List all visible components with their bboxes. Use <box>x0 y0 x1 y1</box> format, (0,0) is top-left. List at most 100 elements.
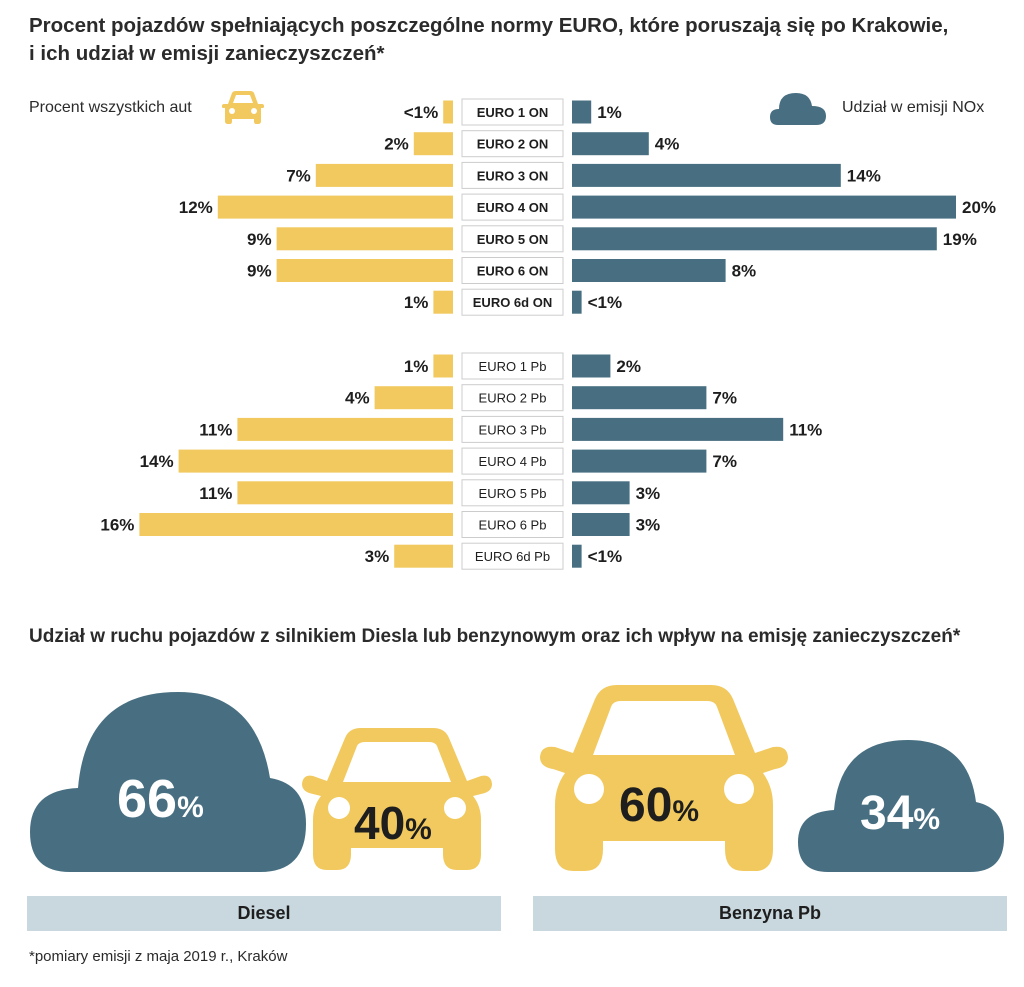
category-label: EURO 1 Pb <box>479 359 547 374</box>
emission-bar <box>572 481 630 505</box>
cars-value-label: 11% <box>199 420 232 439</box>
emission-value-label: 2% <box>616 357 641 376</box>
cloud-icon <box>770 93 826 125</box>
cars-value-label: 2% <box>384 135 409 154</box>
category-label-box <box>461 130 564 158</box>
cars-bar <box>394 544 453 568</box>
category-label-box <box>461 98 564 126</box>
emission-value-label: 7% <box>712 389 737 408</box>
emission-value-label: 8% <box>732 262 757 281</box>
cars-value-label: 7% <box>286 166 311 185</box>
emission-bar <box>572 100 592 124</box>
footnote: *pomiary emisji z maja 2019 r., Kraków <box>29 948 288 965</box>
category-label-box <box>461 384 564 412</box>
emission-value-label: <1% <box>588 547 623 566</box>
cars-bar <box>178 449 453 473</box>
cars-value-label: 11% <box>199 484 232 503</box>
emission-bar <box>572 227 937 251</box>
category-label: EURO 6d ON <box>473 295 552 310</box>
emission-bar <box>572 132 649 156</box>
cars-value-label: 9% <box>247 262 272 281</box>
emission-value-label: 14% <box>847 166 881 185</box>
chart-title: Procent pojazdów spełniających poszczegó… <box>29 12 989 68</box>
emission-value-label: 3% <box>636 484 661 503</box>
category-label-box <box>461 447 564 475</box>
cars-bar <box>443 100 453 124</box>
category-label-box <box>461 511 564 538</box>
cars-bar <box>315 163 453 187</box>
category-label: EURO 6d Pb <box>475 549 550 564</box>
cars-bar <box>433 354 453 378</box>
diesel-traffic-pct: 40% <box>354 797 432 849</box>
category-label: EURO 2 ON <box>477 137 549 152</box>
emission-bar <box>572 417 784 441</box>
cars-bar <box>237 417 453 441</box>
diesel-label-band: Diesel <box>27 896 501 931</box>
category-label-box <box>461 542 564 570</box>
category-label-box <box>461 257 564 284</box>
cars-bar <box>237 481 453 505</box>
emission-bar <box>572 449 707 473</box>
petrol-car-icon <box>540 685 788 871</box>
cars-value-label: 12% <box>179 198 213 217</box>
category-label: EURO 6 Pb <box>479 518 547 533</box>
chart-title-line2: i ich udział w emisji zanieczyszczeń* <box>29 42 385 65</box>
diesel-emission-cloud-icon <box>30 692 306 872</box>
emission-value-label: 7% <box>712 452 737 471</box>
cars-bar <box>276 227 453 251</box>
legend-cars-label: Procent wszystkich aut <box>29 99 192 116</box>
emission-bar <box>572 386 707 410</box>
emission-value-label: 4% <box>655 135 680 154</box>
emission-bar <box>572 513 630 536</box>
emission-bar <box>572 259 726 282</box>
legend-emission-label: Udział w emisji NOx <box>842 99 985 116</box>
category-label-box <box>461 225 564 253</box>
category-label: EURO 4 Pb <box>479 454 547 469</box>
cars-value-label: 3% <box>365 547 390 566</box>
emission-bar <box>572 290 582 314</box>
cars-bar <box>413 132 453 156</box>
cars-value-label: 16% <box>100 516 134 535</box>
category-label: EURO 3 ON <box>477 168 549 183</box>
petrol-emission-cloud-icon <box>798 740 1004 872</box>
petrol-label-band: Benzyna Pb <box>533 896 1007 931</box>
diesel-emission-pct: 66% <box>117 769 204 829</box>
cars-value-label: 9% <box>247 230 272 249</box>
cars-value-label: 4% <box>345 389 370 408</box>
emission-value-label: <1% <box>588 293 623 312</box>
car-icon <box>222 91 264 124</box>
emission-value-label: 20% <box>962 198 996 217</box>
cars-bar <box>139 513 453 536</box>
cars-bar <box>374 386 453 410</box>
category-label-box <box>461 193 564 221</box>
cars-bar <box>276 259 453 282</box>
petrol-traffic-pct: 60% <box>619 779 700 832</box>
emission-value-label: 3% <box>636 516 661 535</box>
category-label: EURO 6 ON <box>477 264 549 279</box>
diesel-car-icon <box>302 728 492 870</box>
category-label: EURO 3 Pb <box>479 422 547 437</box>
category-label-box <box>461 288 564 316</box>
emission-bar <box>572 195 956 219</box>
emission-bar <box>572 163 841 187</box>
section2-title: Udział w ruchu pojazdów z silnikiem Dies… <box>29 626 961 647</box>
chart-title-line1: Procent pojazdów spełniających poszczegó… <box>29 14 949 37</box>
category-label: EURO 2 Pb <box>479 391 547 406</box>
cars-value-label: 1% <box>404 293 429 312</box>
category-label: EURO 5 ON <box>477 232 549 247</box>
emission-bar <box>572 544 582 568</box>
category-label: EURO 4 ON <box>477 200 549 215</box>
emission-bar <box>572 354 611 378</box>
category-label-box <box>461 352 564 380</box>
category-label-box <box>461 161 564 189</box>
cars-value-label: <1% <box>404 103 439 122</box>
cars-bar <box>217 195 453 219</box>
petrol-emission-pct: 34% <box>860 787 941 840</box>
category-label-box <box>461 479 564 507</box>
category-label-box <box>461 415 564 443</box>
butterfly-chart: EURO 1 ON <1% 1% EURO 2 ON 2% 4% EURO 3 ON 7% 14… <box>100 98 996 570</box>
cars-bar <box>433 290 453 314</box>
emission-value-label: 1% <box>597 103 622 122</box>
emission-value-label: 11% <box>789 420 822 439</box>
category-label: EURO 1 ON <box>477 105 549 120</box>
